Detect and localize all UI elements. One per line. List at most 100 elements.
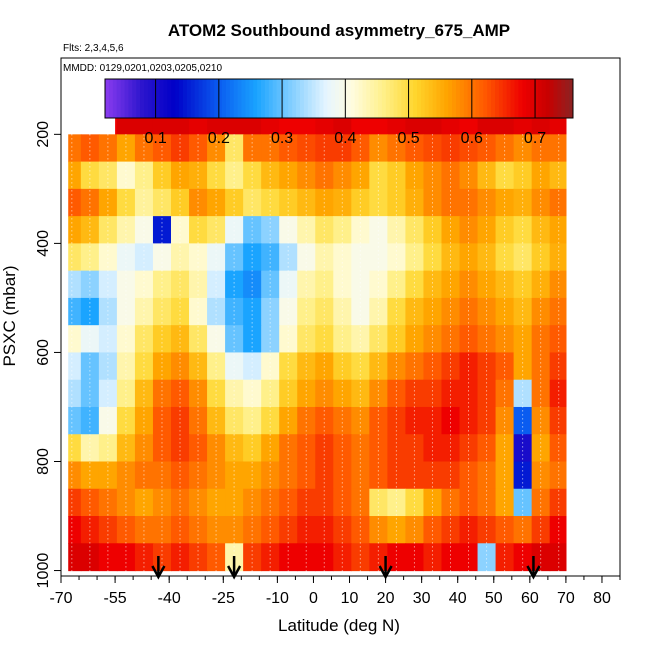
heatmap-cell (333, 134, 352, 163)
heatmap-cell (80, 216, 100, 244)
heatmap-cell (116, 461, 136, 490)
heatmap-cell (68, 434, 82, 463)
heatmap-cell (333, 516, 352, 544)
heatmap-cell (369, 516, 388, 544)
colorbar-swatch (456, 79, 461, 118)
colorbar-swatch (116, 79, 122, 118)
heatmap-cell (315, 270, 334, 299)
heatmap-cell (171, 516, 190, 544)
heatmap-cell (225, 297, 244, 326)
heatmap-cell (261, 461, 280, 490)
heatmap-cell (297, 216, 316, 244)
heatmap-cell (315, 543, 334, 572)
colorbar-swatch (214, 79, 219, 118)
heatmap-cell (134, 543, 154, 572)
heatmap-cell (315, 243, 334, 272)
heatmap-cell (549, 161, 567, 190)
heatmap-cell (369, 161, 388, 190)
heatmap-cell (134, 434, 154, 463)
heatmap-cell (68, 488, 82, 517)
heatmap-cell (477, 516, 497, 544)
heatmap-cell (68, 270, 82, 299)
heatmap-cell (207, 406, 226, 435)
heatmap-cell (513, 161, 533, 190)
heatmap-cell (495, 270, 515, 299)
heatmap-cell (225, 516, 244, 544)
heatmap-cell (207, 461, 226, 490)
heatmap-cell (441, 543, 461, 572)
colorbar-swatch (222, 79, 227, 118)
x-tick-label: -55 (104, 590, 127, 607)
colorbar-swatch (296, 79, 301, 118)
colorbar-swatch (288, 79, 293, 118)
heatmap-cell (80, 406, 100, 435)
y-tick-label: 800 (35, 448, 52, 475)
heatmap-cell (477, 134, 497, 163)
heatmap-cell (68, 188, 82, 217)
heatmap-cell (171, 243, 190, 272)
heatmap-cell (477, 434, 497, 463)
heatmap-cell (351, 216, 370, 244)
colorbar-swatch (370, 79, 375, 118)
x-tick-label: 30 (413, 590, 431, 607)
colorbar-swatch (151, 79, 157, 118)
heatmap-cell (459, 434, 479, 463)
colorbar-tick-label: 0.6 (461, 130, 483, 147)
colorbar-swatch (132, 79, 137, 118)
heatmap-cell (243, 543, 262, 572)
heatmap-cell (549, 134, 567, 163)
colorbar-tick-label: 0.5 (397, 130, 419, 147)
colorbar-swatch (374, 79, 379, 118)
colorbar-swatch (557, 79, 562, 118)
heatmap-cell (477, 543, 497, 572)
colorbar-swatch (147, 79, 153, 118)
colorbar-swatch (502, 79, 508, 118)
heatmap-cell (68, 161, 82, 190)
colorbar-swatch (487, 79, 492, 118)
colorbar-swatch (229, 79, 235, 118)
heatmap-cell (387, 216, 407, 244)
heatmap-cell (171, 134, 190, 163)
heatmap-cell (423, 270, 443, 299)
heatmap-cell (405, 161, 425, 190)
heatmap-cell (207, 379, 226, 408)
heatmap-cell (441, 216, 461, 244)
heatmap-cell (315, 216, 334, 244)
heatmap-cell (207, 434, 226, 463)
heatmap-cell (531, 461, 551, 490)
heatmap-cell (315, 434, 334, 463)
colorbar-swatch (323, 79, 328, 118)
colorbar-swatch (549, 79, 554, 118)
heatmap-cell (152, 297, 172, 326)
heatmap-cell (405, 461, 425, 490)
heatmap-cell (351, 297, 370, 326)
heatmap-cell (495, 134, 515, 163)
colorbar-swatch (393, 79, 398, 118)
colorbar-swatch (491, 79, 496, 118)
colorbar-swatch (522, 79, 527, 118)
heatmap-cell (171, 406, 190, 435)
heatmap-cell (152, 270, 172, 299)
y-tick-label: 400 (35, 230, 52, 257)
colorbar-swatch (495, 79, 500, 118)
heatmap-cell (531, 379, 551, 408)
heatmap-cell (387, 270, 407, 299)
heatmap-cell (98, 516, 118, 544)
heatmap-cell (405, 434, 425, 463)
heatmap-cell (98, 297, 118, 326)
colorbar-swatch (303, 79, 309, 118)
heatmap-cell (513, 406, 533, 435)
colorbar-swatch (272, 79, 278, 118)
colorbar-swatch (444, 79, 449, 118)
heatmap-cell (441, 297, 461, 326)
colorbar-swatch (537, 79, 543, 118)
colorbar-swatch (428, 79, 434, 118)
colorbar-swatch (155, 79, 161, 118)
heatmap-cell (98, 134, 118, 163)
heatmap-cell (134, 406, 154, 435)
heatmap-cell (80, 297, 100, 326)
heatmap-cell (261, 216, 280, 244)
heatmap-cell (80, 379, 100, 408)
heatmap-cell (423, 434, 443, 463)
colorbar-swatch (128, 79, 133, 118)
